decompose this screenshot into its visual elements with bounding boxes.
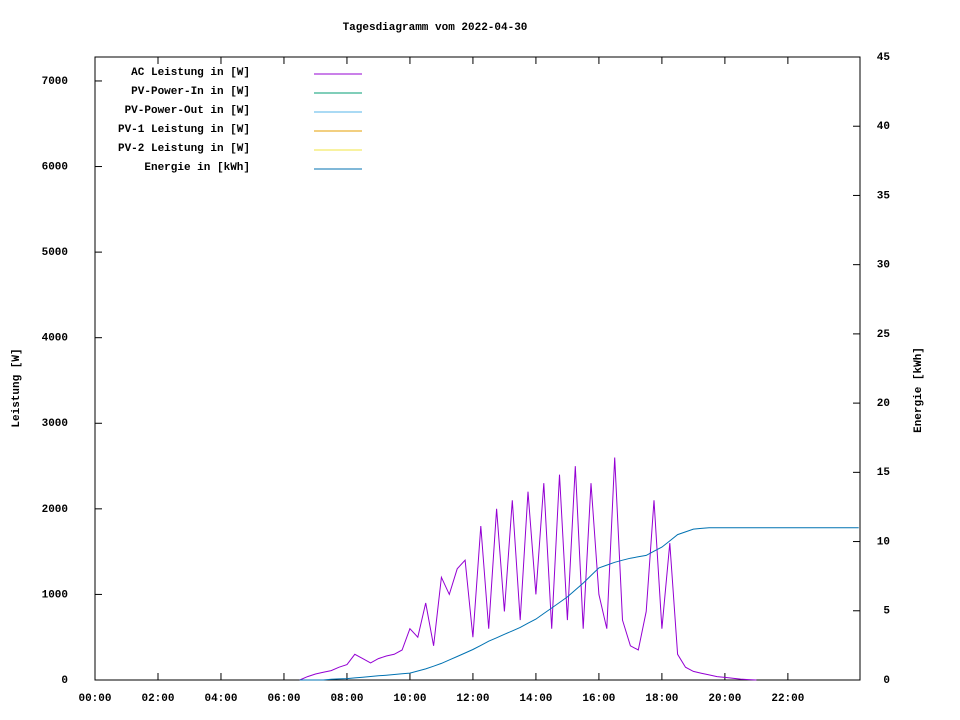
legend-label: AC Leistung in [W] [131,67,250,79]
y-tick-label: 0 [61,675,68,687]
y2-tick-label: 5 [883,606,890,618]
x-tick-label: 08:00 [330,693,363,705]
x-tick-label: 10:00 [393,693,426,705]
y2-tick-label: 40 [877,121,890,133]
legend-label: PV-2 Leistung in [W] [118,143,250,155]
y2-tick-label: 20 [877,398,890,410]
y-tick-label: 2000 [42,504,68,516]
y2-tick-label: 0 [883,675,890,687]
y-tick-label: 7000 [42,76,68,88]
chart-title: Tagesdiagramm vom 2022-04-30 [343,22,528,34]
x-tick-label: 22:00 [771,693,804,705]
series-line [299,457,757,681]
series-line [299,527,859,681]
y-tick-label: 1000 [42,589,68,601]
x-tick-label: 18:00 [645,693,678,705]
legend-label: PV-Power-In in [W] [131,86,250,98]
y-tick-label: 6000 [42,161,68,173]
x-tick-label: 16:00 [582,693,615,705]
y2-tick-label: 15 [877,467,891,479]
legend-label: Energie in [kWh] [144,162,250,174]
y-tick-label: 5000 [42,247,68,259]
y2-tick-label: 35 [877,190,891,202]
y2-tick-label: 10 [877,536,890,548]
x-tick-label: 02:00 [141,693,174,705]
x-tick-label: 06:00 [267,693,300,705]
y-tick-label: 4000 [42,333,68,345]
y2-axis-label: Energie [kWh] [913,347,925,433]
y-axis-label: Leistung [W] [11,348,23,427]
x-tick-label: 14:00 [519,693,552,705]
x-tick-label: 20:00 [708,693,741,705]
y2-tick-label: 30 [877,260,890,272]
y2-tick-label: 45 [877,52,891,64]
x-tick-label: 04:00 [204,693,237,705]
legend-label: PV-1 Leistung in [W] [118,124,250,136]
y-tick-label: 3000 [42,418,68,430]
plot-frame [94,56,861,681]
x-tick-label: 00:00 [78,693,111,705]
y2-tick-label: 25 [877,329,891,341]
legend-label: PV-Power-Out in [W] [125,105,250,117]
x-tick-label: 12:00 [456,693,489,705]
